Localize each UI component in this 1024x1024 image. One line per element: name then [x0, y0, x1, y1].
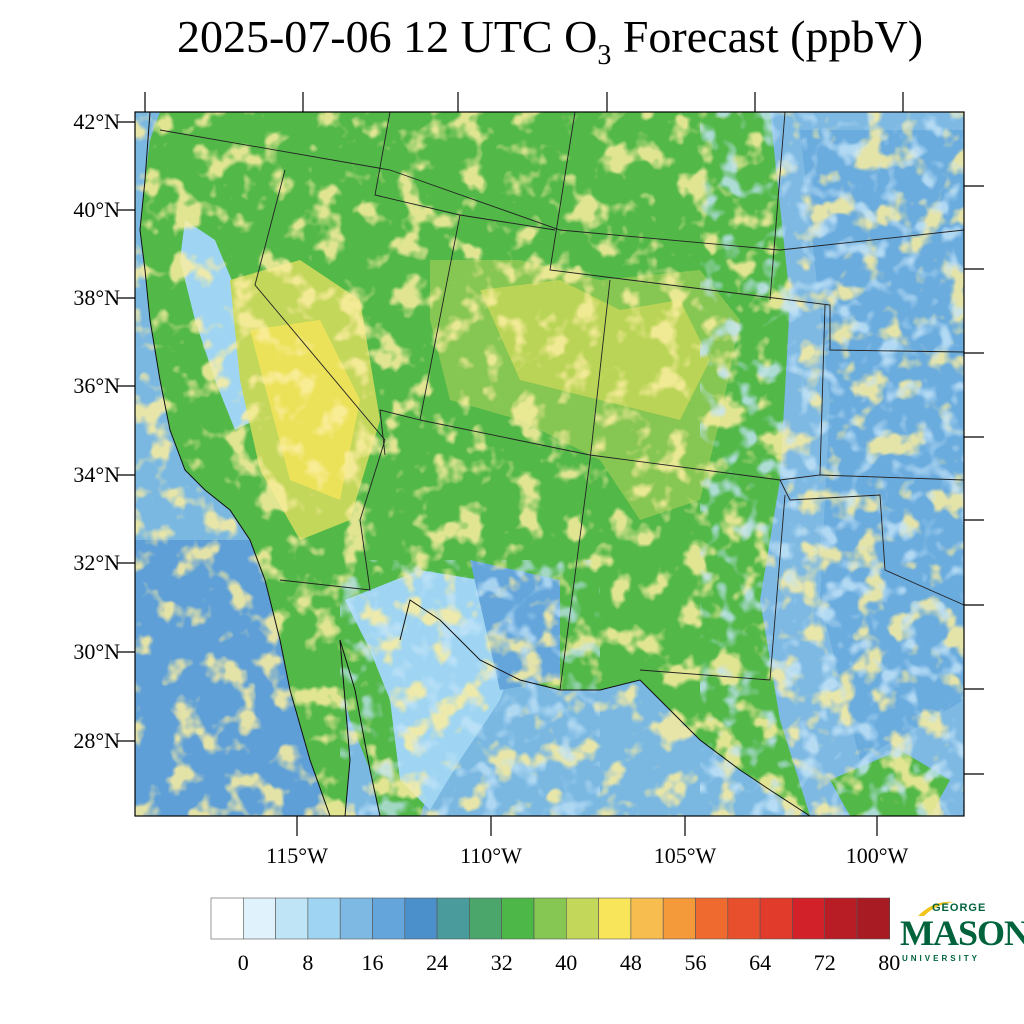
- tick-marks: [117, 92, 984, 836]
- lon-label-105w: 105°W: [653, 843, 717, 868]
- colorbar: [210, 897, 890, 940]
- swoosh-icon: [918, 901, 954, 916]
- lat-label-32: 32°N: [73, 550, 120, 575]
- logo-bottom-text: UNIVERSITY: [902, 954, 981, 963]
- colorbar-swatch: [436, 897, 470, 940]
- colorbar-tick-label: 8: [302, 950, 314, 975]
- colorbar-swatch: [759, 897, 793, 940]
- colorbar-tick-label: 40: [555, 950, 578, 975]
- colorbar-swatch: [210, 897, 244, 940]
- coastline: [139, 112, 331, 816]
- colorbar-tick-label: 16: [361, 950, 384, 975]
- colorbar-swatch: [662, 897, 696, 940]
- gmu-logo: GEORGE MASON UNIVERSITY: [898, 898, 1024, 968]
- state-boundaries: [159, 112, 964, 691]
- colorbar-swatch: [792, 897, 826, 940]
- lat-label-40: 40°N: [73, 197, 120, 222]
- lon-label-110w: 110°W: [460, 843, 522, 868]
- colorbar-swatch: [824, 897, 858, 940]
- map-frame: [134, 111, 965, 817]
- colorbar-tick-label: 72: [813, 950, 836, 975]
- colorbar-swatch: [856, 897, 890, 940]
- colorbar-tick-label: 32: [490, 950, 513, 975]
- colorbar-tick-label: 24: [426, 950, 449, 975]
- lat-label-38: 38°N: [73, 285, 120, 310]
- lon-label-115w: 115°W: [266, 843, 328, 868]
- colorbar-tick-label: 64: [749, 950, 772, 975]
- lat-label-36: 36°N: [73, 373, 120, 398]
- logo-top-text: GEORGE: [932, 902, 987, 914]
- logo-main-text: MASON: [900, 913, 1024, 953]
- colorbar-swatch: [533, 897, 567, 940]
- ozone-forecast-map: [117, 92, 984, 836]
- colorbar-swatch: [695, 897, 729, 940]
- colorbar-swatch: [404, 897, 438, 940]
- colorbar-swatch: [888, 897, 890, 940]
- colorbar-tick-label: 0: [237, 950, 249, 975]
- colorbar-swatch: [501, 897, 535, 940]
- colorbar-swatch: [469, 897, 502, 940]
- map-title: 2025-07-06 12 UTC O3 Forecast (ppbV): [176, 11, 924, 71]
- colorbar-swatch: [275, 897, 309, 940]
- colorbar-swatch: [339, 897, 373, 940]
- colorbar-tick-label: 56: [684, 950, 707, 975]
- colorbar-swatch: [565, 897, 599, 940]
- colorbar-swatch: [630, 897, 664, 940]
- colorbar-swatch: [242, 897, 276, 940]
- lat-label-42: 42°N: [73, 109, 120, 134]
- colorbar-swatch: [727, 897, 761, 940]
- colorbar-tick-label: 80: [878, 950, 901, 975]
- colorbar-swatch: [307, 897, 341, 940]
- lat-label-28: 28°N: [73, 728, 120, 753]
- lon-label-100w: 100°W: [845, 843, 909, 868]
- colorbar-tick-label: 48: [619, 950, 642, 975]
- colorbar-swatch: [598, 897, 632, 940]
- colorbar-swatch: [372, 897, 406, 940]
- lat-label-30: 30°N: [73, 639, 120, 664]
- lat-label-34: 34°N: [73, 462, 120, 487]
